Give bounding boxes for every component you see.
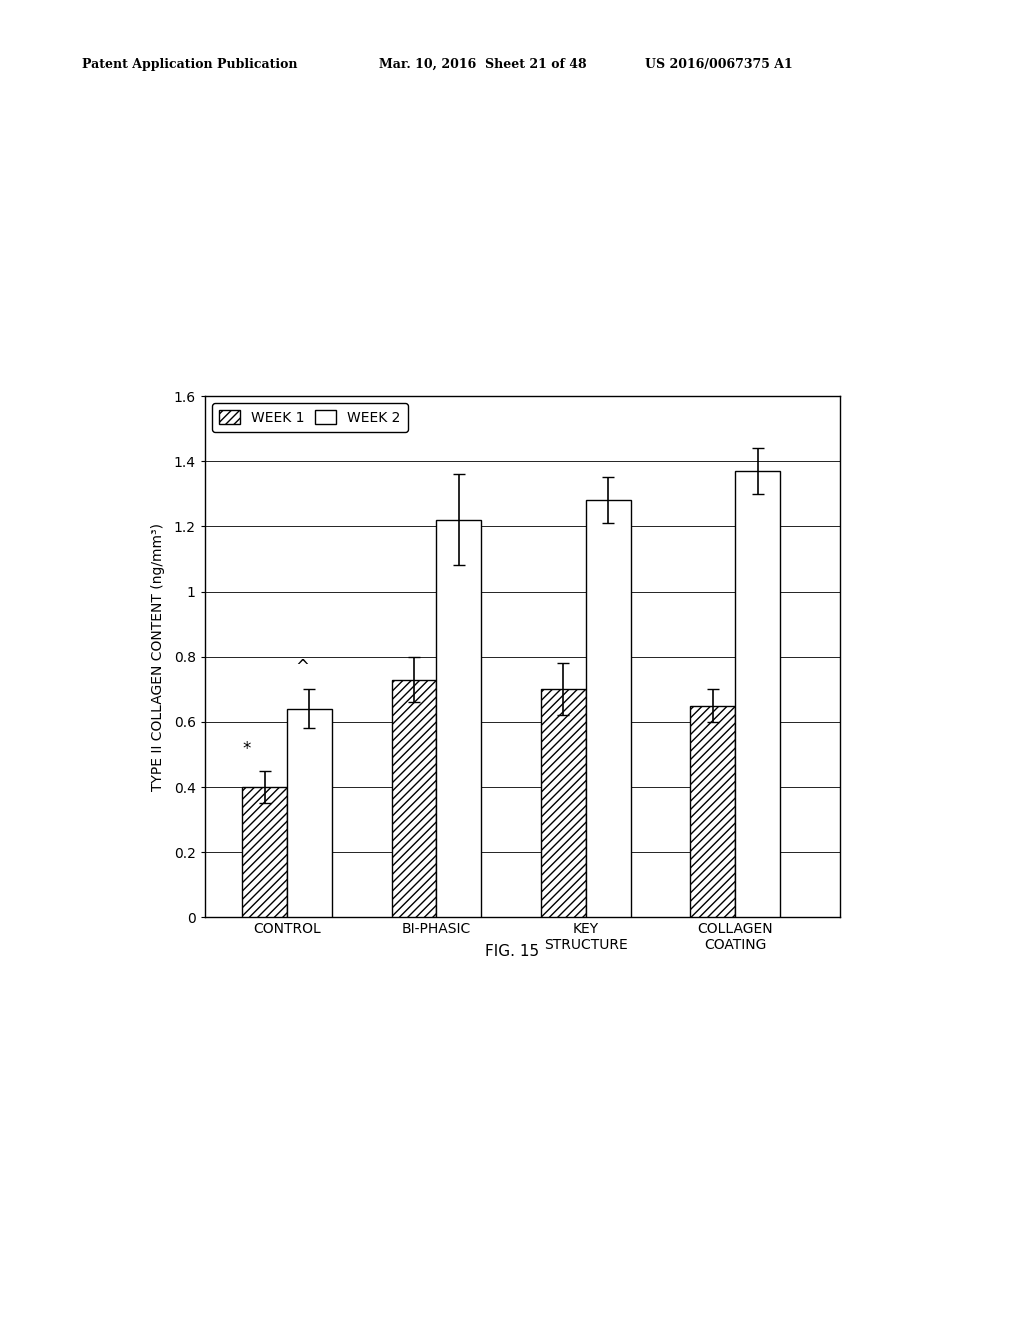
Bar bbox=[287, 709, 332, 917]
Bar bbox=[242, 787, 287, 917]
Legend: WEEK 1, WEEK 2: WEEK 1, WEEK 2 bbox=[212, 403, 408, 432]
Bar bbox=[735, 471, 780, 917]
Bar bbox=[436, 520, 481, 917]
Bar bbox=[586, 500, 631, 917]
Text: ^: ^ bbox=[295, 659, 309, 676]
Bar bbox=[541, 689, 586, 917]
Text: Patent Application Publication: Patent Application Publication bbox=[82, 58, 297, 71]
Text: FIG. 15: FIG. 15 bbox=[485, 944, 539, 958]
Bar bbox=[391, 680, 436, 917]
Bar bbox=[690, 706, 735, 917]
Y-axis label: TYPE II COLLAGEN CONTENT (ng/mm³): TYPE II COLLAGEN CONTENT (ng/mm³) bbox=[152, 523, 165, 791]
Text: US 2016/0067375 A1: US 2016/0067375 A1 bbox=[645, 58, 793, 71]
Text: Mar. 10, 2016  Sheet 21 of 48: Mar. 10, 2016 Sheet 21 of 48 bbox=[379, 58, 587, 71]
Text: *: * bbox=[243, 739, 251, 758]
